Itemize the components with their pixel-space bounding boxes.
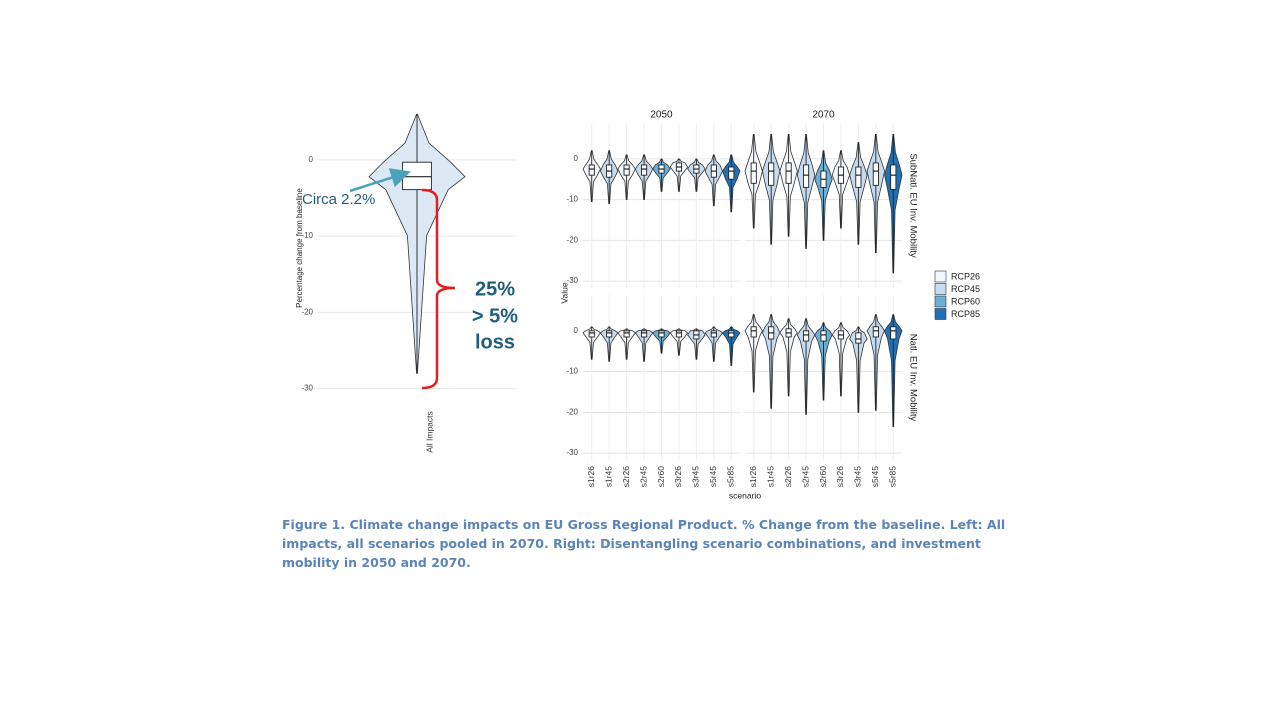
x-tick-label: s2r45: [638, 466, 648, 488]
legend-swatch: [934, 283, 947, 295]
box: [750, 326, 757, 338]
annotation-arrow: [349, 168, 411, 193]
y-tick-label: -30: [566, 448, 578, 457]
box: [640, 164, 648, 176]
y-tick-label: -30: [566, 276, 578, 285]
x-tick-label: s3r45: [853, 466, 863, 488]
y-tick-label: -30: [301, 384, 313, 393]
y-axis-label: Percentage change from baseline: [295, 188, 304, 308]
x-tick-label: s2r45: [800, 466, 810, 488]
box: [675, 330, 683, 338]
box: [658, 330, 665, 338]
x-tick-label: s2r26: [621, 466, 631, 488]
box: [588, 330, 595, 338]
annotation: Circa 2.2%: [302, 191, 375, 208]
column-title: 2050: [650, 110, 673, 121]
legend-label: RCP45: [951, 284, 980, 294]
x-tick-label: s5r45: [870, 466, 880, 488]
box: [890, 164, 897, 190]
y-tick-label: -10: [566, 367, 578, 376]
x-tick-label: s1r45: [765, 466, 775, 488]
box: [855, 332, 862, 344]
y-tick-label: -10: [301, 231, 313, 240]
annotation-brace: [421, 188, 456, 390]
box: [606, 330, 613, 338]
x-tick-label: s3r26: [673, 466, 683, 488]
box: [402, 161, 432, 191]
x-tick-label: s2r60: [818, 466, 828, 488]
column-title: 2070: [812, 110, 835, 121]
x-tick-label: s3r45: [691, 466, 701, 488]
annotation: > 5%: [472, 305, 518, 327]
box: [768, 162, 775, 186]
row-title: SubNatl. EU Inv. Mobility: [907, 153, 918, 258]
x-tick-label: s5r45: [708, 466, 718, 488]
y-tick-label: -10: [566, 195, 578, 204]
x-axis-label: scenario: [729, 490, 761, 500]
y-tick-label: -20: [566, 407, 578, 416]
y-tick-label: 0: [574, 326, 579, 335]
legend-label: RCP26: [951, 271, 980, 281]
box: [710, 330, 717, 338]
legend-swatch: [934, 308, 947, 320]
x-tick-label: s5r85: [888, 466, 898, 488]
annotation: loss: [475, 331, 515, 353]
box: [785, 162, 792, 184]
x-tick-label: s3r26: [835, 466, 845, 488]
legend-swatch: [934, 295, 947, 308]
box: [728, 330, 735, 338]
x-tick-label: s2r60: [656, 466, 666, 488]
y-axis-label: Value: [559, 282, 569, 303]
box: [820, 330, 827, 342]
x-tick-label: s1r26: [586, 466, 596, 488]
box: [588, 164, 595, 176]
y-tick-label: 0: [309, 155, 314, 164]
box: [802, 164, 810, 188]
legend-label: RCP60: [951, 296, 980, 306]
legend-label: RCP85: [951, 309, 980, 319]
box: [623, 330, 630, 338]
x-tick-label: s2r26: [783, 466, 793, 488]
y-tick-label: 0: [574, 154, 579, 163]
box: [872, 162, 879, 186]
box: [802, 330, 810, 342]
box: [640, 330, 648, 338]
box: [623, 164, 630, 176]
x-tick-label: s5r85: [726, 466, 736, 488]
x-tick-label: s1r26: [748, 466, 758, 488]
box: [728, 166, 735, 180]
box: [890, 326, 897, 340]
y-tick-label: -20: [566, 235, 578, 244]
annotation: 25%: [475, 278, 515, 300]
caption: Figure 1. Climate change impacts on EU G…: [282, 517, 1006, 570]
x-tick-label: All Impacts: [424, 411, 434, 453]
row-title: Natl. EU Inv. Mobility: [907, 334, 918, 422]
y-tick-label: -20: [301, 307, 313, 316]
box: [855, 166, 862, 188]
box: [750, 162, 757, 184]
box: [872, 326, 879, 338]
legend-swatch: [934, 270, 947, 283]
x-tick-label: s1r45: [603, 466, 613, 488]
